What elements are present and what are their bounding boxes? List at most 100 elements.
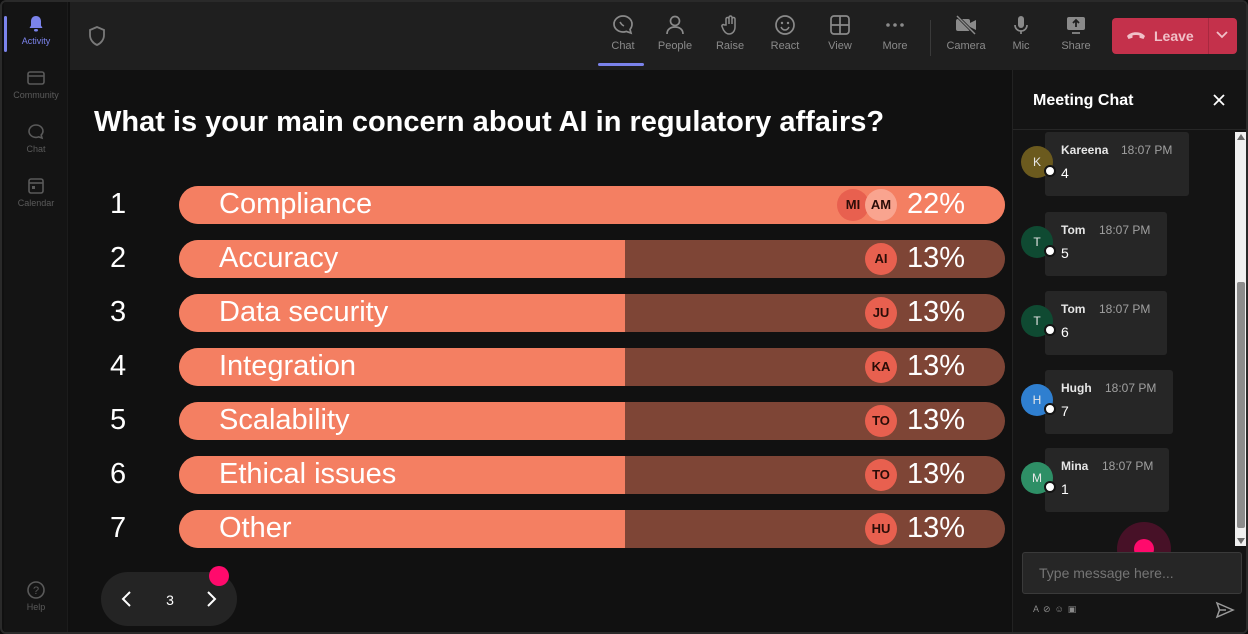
- raise-hand-button[interactable]: Raise: [705, 12, 755, 64]
- option-label: Other: [219, 512, 292, 544]
- chat-scrollbar[interactable]: [1235, 132, 1246, 546]
- community-icon: [27, 71, 45, 85]
- format-toolbar[interactable]: A⊘☺▣: [1033, 604, 1080, 615]
- rail-item-calendar[interactable]: Calendar: [4, 176, 68, 208]
- hand-icon: [721, 15, 736, 35]
- voter-avatar: AI: [865, 243, 897, 275]
- chevron-left-icon[interactable]: [119, 589, 135, 609]
- attach-icon[interactable]: ⊘: [1043, 604, 1055, 614]
- message-sender: Kareena: [1061, 143, 1109, 157]
- view-label: View: [828, 40, 852, 52]
- message-bubble[interactable]: Tom 18:07 PM 6: [1045, 291, 1167, 355]
- svg-text:?: ?: [33, 585, 39, 597]
- poll-stage: What is your main concern about AI in re…: [70, 70, 1010, 632]
- emoji-icon[interactable]: ☺: [1054, 604, 1068, 614]
- send-icon[interactable]: [1215, 600, 1235, 620]
- meeting-toolbar: Chat People Raise React View More Camera: [70, 2, 1246, 70]
- option-result-fill: [179, 294, 625, 332]
- voter-avatar: TO: [865, 459, 897, 491]
- bell-icon: [29, 16, 43, 32]
- voter-avatar: TO: [865, 405, 897, 437]
- chat-message-input[interactable]: [1022, 552, 1242, 594]
- message-time: 18:07 PM: [1099, 302, 1151, 316]
- option-result-fill: [179, 510, 625, 548]
- mic-button[interactable]: Mic: [996, 12, 1046, 64]
- app-rail: Activity Community Chat Calendar ? Help: [4, 2, 68, 632]
- message-bubble[interactable]: Tom 18:07 PM 5: [1045, 212, 1167, 276]
- message-text: 5: [1061, 245, 1069, 261]
- view-button[interactable]: View: [815, 12, 865, 64]
- message-sender: Hugh: [1061, 381, 1092, 395]
- option-result-bar: Scalability TO 13%: [179, 402, 1005, 440]
- scroll-up-arrow[interactable]: [1237, 134, 1245, 140]
- presence-status-icon: [1044, 403, 1056, 415]
- option-percentage: 13%: [906, 350, 965, 382]
- option-number: 6: [110, 458, 127, 490]
- option-result-bar: Other HU 13%: [179, 510, 1005, 548]
- shield-icon[interactable]: [88, 26, 106, 46]
- cursor-indicator: [209, 566, 229, 586]
- mic-label: Mic: [1012, 40, 1030, 52]
- presence-status-icon: [1044, 165, 1056, 177]
- option-number: 5: [110, 404, 127, 436]
- gif-icon[interactable]: ▣: [1067, 604, 1081, 614]
- rail-item-help[interactable]: ? Help: [4, 580, 68, 612]
- option-result-fill: [179, 402, 625, 440]
- voter-avatar: JU: [865, 297, 897, 329]
- format-icon[interactable]: A: [1033, 604, 1044, 614]
- option-label: Scalability: [219, 404, 350, 436]
- option-label: Accuracy: [219, 242, 339, 274]
- camera-off-icon: [955, 14, 977, 36]
- message-bubble[interactable]: Kareena 18:07 PM 4: [1045, 132, 1189, 196]
- rail-item-activity[interactable]: Activity: [4, 14, 68, 52]
- react-label: React: [770, 40, 800, 52]
- people-icon: [666, 15, 684, 35]
- chat-toggle-label: Chat: [611, 40, 635, 52]
- option-result-bar: Ethical issues TO 13%: [179, 456, 1005, 494]
- poll-option-row: 5 Scalability TO 13%: [70, 402, 1010, 440]
- more-label: More: [882, 40, 908, 52]
- mic-icon: [1014, 16, 1028, 34]
- scroll-thumb[interactable]: [1237, 282, 1245, 528]
- option-result-fill: [179, 456, 625, 494]
- message-time: 18:07 PM: [1121, 143, 1173, 157]
- message-text: 4: [1061, 165, 1069, 181]
- chevron-down-icon[interactable]: [1216, 30, 1228, 40]
- option-number: 4: [110, 350, 127, 382]
- option-result-bar: Data security JU 13%: [179, 294, 1005, 332]
- chat-message: Mina 18:07 PM 1 M: [1013, 448, 1243, 518]
- share-button[interactable]: Share: [1051, 12, 1101, 64]
- chat-message: Hugh 18:07 PM 7 H: [1013, 370, 1243, 440]
- leave-button[interactable]: Leave: [1112, 18, 1237, 54]
- rail-item-community[interactable]: Community: [4, 68, 68, 100]
- chevron-right-icon[interactable]: [203, 589, 219, 609]
- message-sender: Tom: [1061, 223, 1086, 237]
- message-sender: Tom: [1061, 302, 1086, 316]
- option-result-fill: [179, 240, 625, 278]
- rail-item-chat[interactable]: Chat: [4, 122, 68, 154]
- more-button[interactable]: More: [870, 12, 920, 64]
- option-percentage: 13%: [906, 512, 965, 544]
- option-number: 7: [110, 512, 127, 544]
- poll-option-row: 7 Other HU 13%: [70, 510, 1010, 548]
- option-percentage: 13%: [906, 458, 965, 490]
- people-button[interactable]: People: [650, 12, 700, 64]
- option-number: 3: [110, 296, 127, 328]
- rail-item-label: Chat: [26, 144, 46, 154]
- voter-avatar: KA: [865, 351, 897, 383]
- close-icon[interactable]: [1211, 92, 1227, 108]
- react-button[interactable]: React: [760, 12, 810, 64]
- sender-avatar[interactable]: H: [1021, 384, 1053, 416]
- chat-message: Tom 18:07 PM 6 T: [1013, 291, 1243, 361]
- rail-item-label: Community: [13, 90, 59, 100]
- option-label: Integration: [219, 350, 357, 382]
- option-percentage: 13%: [906, 296, 965, 328]
- poll-option-row: 3 Data security JU 13%: [70, 294, 1010, 332]
- scroll-down-arrow[interactable]: [1237, 538, 1245, 544]
- message-bubble[interactable]: Mina 18:07 PM 1: [1045, 448, 1169, 512]
- option-result-bar: Integration KA 13%: [179, 348, 1005, 386]
- camera-button[interactable]: Camera: [941, 12, 991, 64]
- chat-toggle-button[interactable]: Chat: [598, 12, 648, 66]
- message-bubble[interactable]: Hugh 18:07 PM 7: [1045, 370, 1173, 434]
